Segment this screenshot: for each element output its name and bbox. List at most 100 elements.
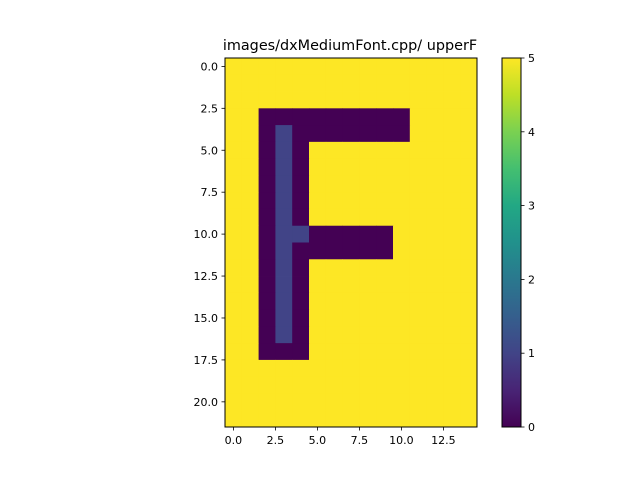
heatmap-cell bbox=[258, 108, 276, 126]
heatmap-cell bbox=[426, 125, 444, 143]
y-tick-label: 5.0 bbox=[201, 144, 219, 157]
heatmap-cell bbox=[292, 192, 310, 210]
heatmap-cell bbox=[359, 326, 377, 344]
heatmap-cell bbox=[309, 91, 327, 109]
heatmap-cell bbox=[342, 343, 360, 361]
heatmap-cell bbox=[258, 58, 276, 76]
heatmap-cell bbox=[258, 359, 276, 378]
heatmap-cell bbox=[258, 175, 276, 193]
heatmap-cell bbox=[376, 259, 394, 277]
colorbar-axis: 0 1 2 3 4 5 bbox=[521, 52, 535, 434]
y-tick-label: 17.5 bbox=[194, 354, 219, 367]
heatmap-cell bbox=[325, 259, 343, 277]
heatmap-cell bbox=[309, 158, 327, 176]
heatmap-cell bbox=[409, 242, 427, 260]
heatmap-cell bbox=[258, 225, 276, 243]
heatmap-cell bbox=[460, 125, 478, 143]
heatmap-cell bbox=[342, 125, 360, 143]
heatmap-cell bbox=[241, 292, 259, 310]
heatmap-cell bbox=[258, 292, 276, 310]
heatmap-cell bbox=[225, 175, 243, 193]
heatmap-cell bbox=[309, 309, 327, 327]
heatmap-cell bbox=[275, 326, 293, 344]
heatmap-cell bbox=[258, 393, 276, 411]
heatmap-cell bbox=[225, 208, 243, 227]
heatmap-cell bbox=[241, 276, 259, 294]
heatmap-cell bbox=[225, 292, 243, 310]
heatmap-cell bbox=[275, 91, 293, 109]
colorbar-frame bbox=[501, 57, 522, 428]
heatmap-cell bbox=[393, 326, 411, 344]
heatmap-cell bbox=[409, 208, 427, 227]
heatmap-cell bbox=[460, 276, 478, 294]
heatmap-cell bbox=[443, 259, 461, 277]
heatmap-cell bbox=[325, 158, 343, 176]
heatmap-cell bbox=[426, 410, 444, 428]
heatmap-cell bbox=[325, 292, 343, 310]
heatmap-cell bbox=[342, 192, 360, 210]
heatmap-cell bbox=[292, 376, 310, 394]
heatmap-cell bbox=[309, 242, 327, 260]
heatmap-cell bbox=[460, 242, 478, 260]
heatmap-cell bbox=[241, 192, 259, 210]
heatmap-cell bbox=[325, 359, 343, 378]
y-tick-label: 0.0 bbox=[201, 60, 219, 73]
heatmap-cell bbox=[225, 125, 243, 143]
heatmap-cell bbox=[393, 242, 411, 260]
heatmap-cell bbox=[225, 359, 243, 378]
heatmap-cell bbox=[241, 326, 259, 344]
heatmap-cell bbox=[292, 326, 310, 344]
x-tick-label: 7.5 bbox=[351, 434, 369, 447]
heatmap-cell bbox=[376, 175, 394, 193]
heatmap-cell bbox=[443, 292, 461, 310]
colorbar-tick-label: 1 bbox=[528, 347, 535, 360]
heatmap-cell bbox=[309, 175, 327, 193]
heatmap-cell bbox=[460, 410, 478, 428]
heatmap-cell bbox=[409, 326, 427, 344]
heatmap-cell bbox=[426, 158, 444, 176]
y-tick-label: 15.0 bbox=[194, 312, 219, 325]
heatmap-cell bbox=[359, 343, 377, 361]
y-tick-label: 7.5 bbox=[201, 186, 219, 199]
heatmap-cell bbox=[292, 225, 310, 243]
heatmap-cell bbox=[342, 276, 360, 294]
heatmap-cell bbox=[309, 225, 327, 243]
heatmap-cell bbox=[225, 242, 243, 260]
heatmap-cell bbox=[376, 108, 394, 126]
heatmap-cell bbox=[258, 74, 276, 92]
y-tick-label: 10.0 bbox=[194, 228, 219, 241]
heatmap-cell bbox=[309, 343, 327, 361]
heatmap-cell bbox=[443, 158, 461, 176]
heatmap-cell bbox=[376, 276, 394, 294]
heatmap-cell bbox=[393, 276, 411, 294]
heatmap bbox=[225, 58, 478, 428]
colorbar-tick-label: 5 bbox=[528, 52, 535, 65]
heatmap-cell bbox=[426, 276, 444, 294]
heatmap-cell bbox=[409, 259, 427, 277]
heatmap-cell bbox=[258, 276, 276, 294]
heatmap-cell bbox=[443, 410, 461, 428]
heatmap-cell bbox=[460, 58, 478, 76]
heatmap-cell bbox=[258, 91, 276, 109]
heatmap-cell bbox=[376, 141, 394, 160]
heatmap-cell bbox=[359, 125, 377, 143]
heatmap-cell bbox=[342, 58, 360, 76]
heatmap-cell bbox=[359, 410, 377, 428]
heatmap-cell bbox=[359, 175, 377, 193]
heatmap-cell bbox=[409, 309, 427, 327]
heatmap-cell bbox=[241, 259, 259, 277]
heatmap-cell bbox=[325, 141, 343, 160]
heatmap-cell bbox=[325, 343, 343, 361]
heatmap-cell bbox=[275, 108, 293, 126]
heatmap-cell bbox=[359, 359, 377, 378]
heatmap-cell bbox=[393, 158, 411, 176]
heatmap-cell bbox=[426, 192, 444, 210]
heatmap-cell bbox=[460, 309, 478, 327]
heatmap-cell bbox=[258, 242, 276, 260]
heatmap-cell bbox=[241, 208, 259, 227]
heatmap-cell bbox=[426, 259, 444, 277]
heatmap-cell bbox=[426, 74, 444, 92]
heatmap-cell bbox=[292, 242, 310, 260]
heatmap-cell bbox=[460, 74, 478, 92]
colorbar-tick-label: 3 bbox=[528, 200, 535, 213]
